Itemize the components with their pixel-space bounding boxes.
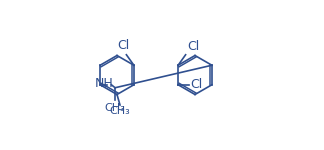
Text: Cl: Cl [190,78,202,91]
Text: Cl: Cl [187,40,199,53]
Text: CH₃: CH₃ [110,106,130,117]
Text: Cl: Cl [117,39,130,52]
Text: NH: NH [95,77,114,90]
Text: CH₃: CH₃ [105,103,125,113]
